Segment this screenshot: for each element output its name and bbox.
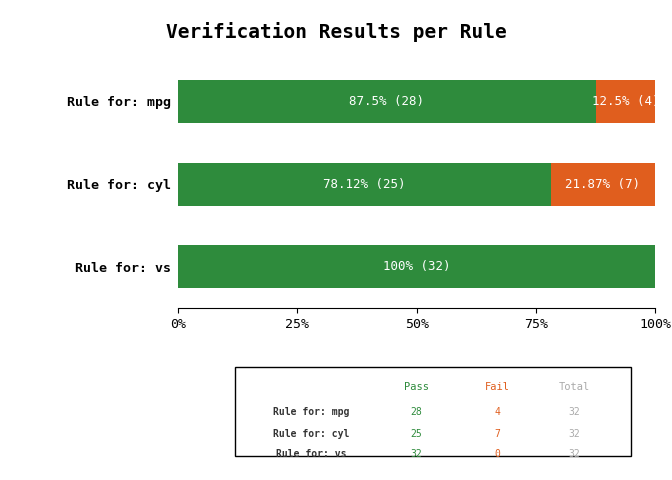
- Bar: [178, 163, 551, 206]
- Text: 78.12% (25): 78.12% (25): [323, 178, 406, 191]
- Text: 87.5% (28): 87.5% (28): [349, 95, 424, 108]
- Text: 4: 4: [495, 407, 501, 417]
- Text: 32: 32: [569, 429, 580, 439]
- Text: Rule for: mpg: Rule for: mpg: [274, 407, 350, 417]
- Bar: [595, 80, 655, 123]
- Text: 21.87% (7): 21.87% (7): [565, 178, 640, 191]
- Text: Rule for: vs: Rule for: vs: [276, 449, 347, 459]
- Text: 25: 25: [411, 429, 423, 439]
- Text: 7: 7: [495, 429, 501, 439]
- Text: 32: 32: [569, 449, 580, 459]
- Text: 100% (32): 100% (32): [383, 261, 450, 274]
- Text: 0: 0: [495, 449, 501, 459]
- Text: 12.5% (4): 12.5% (4): [591, 95, 659, 108]
- Text: Verification Results per Rule: Verification Results per Rule: [165, 22, 507, 42]
- FancyBboxPatch shape: [235, 367, 631, 456]
- Text: Fail: Fail: [485, 382, 510, 392]
- Text: Total: Total: [558, 382, 590, 392]
- Text: Pass: Pass: [404, 382, 429, 392]
- Text: 32: 32: [569, 407, 580, 417]
- Text: 28: 28: [411, 407, 423, 417]
- Bar: [551, 163, 655, 206]
- Bar: [178, 80, 595, 123]
- Text: Rule for: cyl: Rule for: cyl: [274, 429, 350, 439]
- Text: 32: 32: [411, 449, 423, 459]
- Bar: [178, 245, 655, 288]
